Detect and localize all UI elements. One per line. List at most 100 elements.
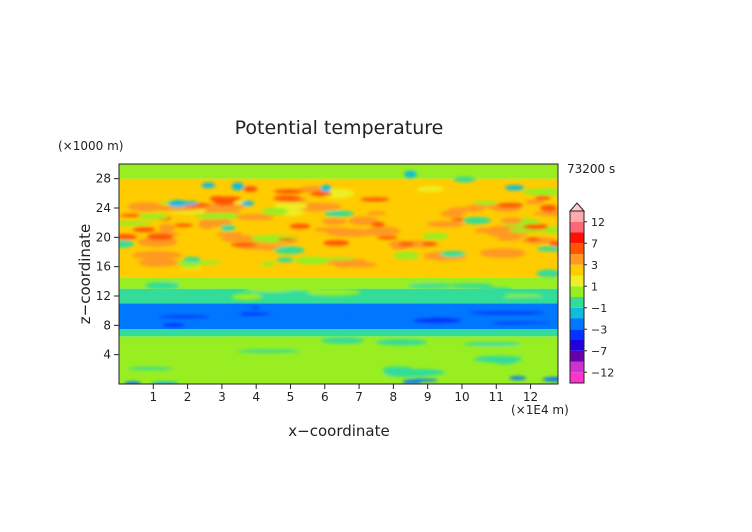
y-unit-label: (×1000 m) xyxy=(58,139,123,153)
heatmap-cell xyxy=(120,213,144,218)
heatmap-cell xyxy=(145,281,180,290)
heatmap-cell xyxy=(393,251,420,260)
y-axis-label: z−coordinate xyxy=(76,224,94,324)
y-axis: 4 8 12 16 20 24 28 xyxy=(96,172,119,362)
y-tick-label: 20 xyxy=(96,230,111,244)
heatmap-cell xyxy=(119,234,137,241)
heatmap-cell xyxy=(321,218,347,225)
colorbar: 12 7 3 1 −1 −3 −7 −12 xyxy=(568,202,614,384)
heatmap-cell xyxy=(536,246,558,252)
heatmap-cell xyxy=(398,313,434,317)
heatmap-cell xyxy=(274,246,305,255)
heatmap-cell xyxy=(220,312,243,316)
heatmap-cell xyxy=(447,207,485,212)
colorbar-segment xyxy=(570,211,584,222)
x-tick-label: 7 xyxy=(355,390,363,404)
heatmap-cell xyxy=(422,241,437,247)
colorbar-label: 1 xyxy=(591,280,598,293)
heatmap-cell xyxy=(479,248,526,259)
heatmap-cell xyxy=(244,285,296,293)
heatmap-cell xyxy=(426,220,465,228)
heatmap-band xyxy=(119,329,558,337)
heatmap-cell xyxy=(469,311,545,315)
heatmap-cell xyxy=(549,241,558,247)
heatmap-cell xyxy=(526,237,540,242)
heatmap-cell xyxy=(533,211,558,217)
heatmap-cell xyxy=(516,323,558,327)
heatmap-cell xyxy=(477,287,513,294)
time-label: 73200 s xyxy=(567,162,615,176)
heatmap-cell xyxy=(132,227,156,233)
heatmap-cell xyxy=(448,283,494,288)
heatmap-cell xyxy=(359,197,390,202)
heatmap-cell xyxy=(241,200,254,207)
heatmap-cell xyxy=(231,293,263,301)
heatmap-band xyxy=(119,164,558,179)
heatmap-cell xyxy=(247,319,299,325)
heatmap xyxy=(119,164,558,384)
heatmap-cell xyxy=(273,189,304,194)
heatmap-cell xyxy=(523,223,549,230)
colorbar-segment xyxy=(570,307,584,319)
heatmap-cell xyxy=(127,367,173,371)
heatmap-cell xyxy=(273,195,302,201)
colorbar-label: 3 xyxy=(591,259,598,272)
colorbar-label: 12 xyxy=(591,216,605,229)
heatmap-cell xyxy=(180,261,200,268)
colorbar-extend xyxy=(568,202,586,212)
heatmap-cell xyxy=(162,323,185,327)
heatmap-cell xyxy=(453,176,476,183)
heatmap-blobs xyxy=(119,170,558,384)
heatmap-cell xyxy=(313,227,353,232)
heatmap-cell xyxy=(320,184,332,192)
y-tick-label: 16 xyxy=(96,260,111,274)
heatmap-cell xyxy=(439,250,466,258)
heatmap-cell xyxy=(198,219,216,229)
x-tick-label: 3 xyxy=(218,390,226,404)
heatmap-cell xyxy=(137,237,178,247)
heatmap-cell xyxy=(542,377,558,382)
heatmap-cell xyxy=(490,322,552,325)
colorbar-segment xyxy=(570,264,584,276)
heatmap-cell xyxy=(260,261,277,267)
x-tick-label: 12 xyxy=(523,390,538,404)
heatmap-cell xyxy=(223,306,254,310)
y-tick-label: 28 xyxy=(96,172,111,186)
colorbar-segment xyxy=(570,318,584,330)
heatmap-cell xyxy=(201,182,216,189)
heatmap-cell xyxy=(463,342,522,347)
heatmap-cell xyxy=(496,236,522,242)
heatmap-cell xyxy=(132,250,182,260)
heatmap-cell xyxy=(214,199,235,206)
heatmap-cell xyxy=(183,256,201,263)
colorbar-segment xyxy=(570,329,584,340)
heatmap-cell xyxy=(375,339,428,346)
heatmap-cell xyxy=(230,242,257,247)
colorbar-label: 7 xyxy=(591,237,598,250)
heatmap-cell xyxy=(473,200,498,205)
colorbar-segment xyxy=(570,254,584,265)
colorbar-segment xyxy=(570,275,584,287)
heatmap-cell xyxy=(289,223,311,229)
heatmap-cell xyxy=(215,232,243,237)
heatmap-cell xyxy=(440,210,465,218)
colorbar-segment xyxy=(570,340,584,351)
heatmap-cell xyxy=(310,191,333,197)
colorbar-label: −12 xyxy=(591,366,614,379)
colorbar-segment xyxy=(570,286,584,297)
colorbar-segment xyxy=(570,243,584,254)
x-unit-label: (×1E4 m) xyxy=(511,403,569,417)
heatmap-cell xyxy=(194,212,245,220)
x-tick-label: 2 xyxy=(184,390,192,404)
heatmap-cell xyxy=(286,285,323,291)
heatmap-cell xyxy=(522,187,558,196)
heatmap-cell xyxy=(524,199,544,205)
heatmap-cell xyxy=(119,220,152,226)
heatmap-cell xyxy=(345,258,368,266)
x-axis-label: x−coordinate xyxy=(288,422,389,440)
heatmap-cell xyxy=(366,211,387,216)
heatmap-cell xyxy=(500,296,556,302)
heatmap-cell xyxy=(496,202,524,208)
heatmap-cell xyxy=(273,202,308,210)
heatmap-band xyxy=(119,373,558,384)
